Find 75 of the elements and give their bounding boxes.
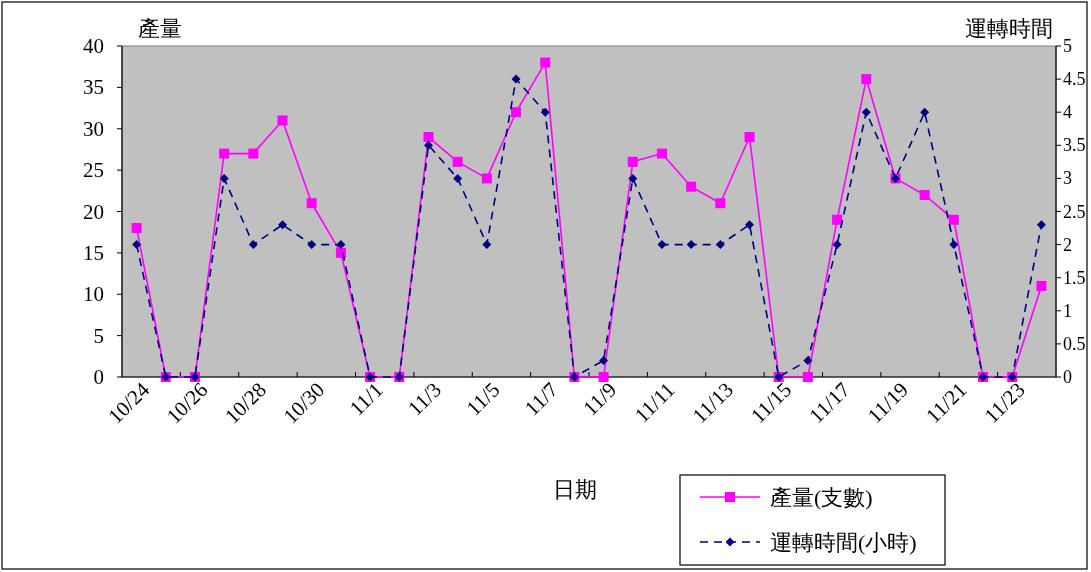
point	[919, 189, 930, 200]
point	[306, 198, 317, 209]
point	[861, 107, 871, 117]
ylabel: 產量	[138, 16, 182, 41]
xtick: 11/3	[403, 377, 446, 421]
point	[277, 115, 288, 126]
legend-label: 產量(支數)	[770, 485, 873, 510]
ytick: 5	[93, 323, 104, 348]
point	[481, 173, 492, 184]
point	[686, 181, 697, 192]
point	[307, 240, 317, 250]
legend-label: 運轉時間(小時)	[770, 530, 917, 555]
y2tick: 0.5	[1063, 333, 1086, 354]
point	[948, 214, 959, 225]
point	[482, 240, 492, 250]
point	[278, 220, 288, 230]
point	[656, 148, 667, 159]
point	[599, 355, 609, 365]
point	[1036, 220, 1046, 230]
point	[453, 173, 463, 183]
xtick: 11/9	[578, 377, 622, 421]
point	[511, 107, 522, 118]
ytick: 40	[83, 34, 104, 58]
point	[715, 198, 726, 209]
point	[832, 240, 842, 250]
point	[540, 57, 551, 68]
ytick: 15	[83, 240, 104, 265]
point	[423, 132, 434, 143]
y2tick: 3	[1063, 168, 1072, 189]
y2tick: 0	[1063, 367, 1072, 387]
point	[744, 132, 755, 143]
point	[1036, 280, 1047, 291]
xtick: 11/5	[461, 377, 505, 421]
ytick: 30	[83, 116, 104, 141]
point	[832, 214, 843, 225]
point	[627, 156, 638, 167]
point	[715, 240, 725, 250]
y2tick: 4	[1063, 102, 1072, 123]
ytick: 20	[83, 199, 104, 224]
point	[949, 240, 959, 250]
xtick: 11/1	[344, 377, 388, 421]
y2tick: 4.5	[1063, 69, 1086, 90]
ytick: 35	[83, 75, 104, 100]
point	[219, 148, 230, 159]
y2tick: 3.5	[1063, 135, 1086, 156]
ytick: 0	[93, 365, 104, 389]
y2tick: 2	[1063, 234, 1072, 255]
point	[452, 156, 463, 167]
point	[802, 372, 813, 382]
point	[657, 240, 667, 250]
xtick: 11/7	[519, 377, 563, 421]
y2tick: 2.5	[1063, 201, 1086, 222]
point	[248, 240, 258, 250]
ytick: 25	[83, 158, 104, 183]
point	[423, 140, 433, 150]
point	[132, 240, 142, 250]
point	[745, 220, 755, 230]
point	[511, 74, 521, 84]
y2tick: 1	[1063, 300, 1072, 321]
point	[861, 74, 872, 85]
xlabel: 日期	[553, 477, 597, 502]
point	[598, 372, 609, 382]
point	[131, 223, 142, 234]
y2label: 運轉時間	[965, 16, 1053, 41]
point	[219, 173, 229, 183]
y2tick: 5	[1063, 36, 1072, 56]
point	[803, 355, 813, 365]
point	[540, 107, 550, 117]
point	[248, 148, 259, 159]
point	[920, 107, 930, 117]
y2tick: 1.5	[1063, 267, 1086, 288]
point	[628, 173, 638, 183]
point	[336, 240, 346, 250]
ytick: 10	[83, 282, 104, 307]
point	[686, 240, 696, 250]
